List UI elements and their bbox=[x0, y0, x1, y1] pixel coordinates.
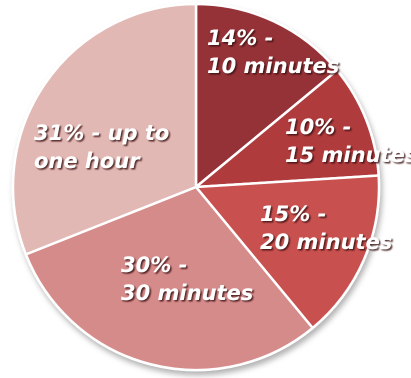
pie-slice-label-2: 10% - 15 minutes bbox=[285, 115, 411, 167]
pie-slice-label-3-line-2: 20 minutes bbox=[260, 230, 392, 254]
pie-slice-label-5-line-1: 31% - up to bbox=[34, 121, 169, 145]
pie-slice-5 bbox=[11, 2, 198, 256]
pie-slice-label-4-line-2: 30 minutes bbox=[121, 281, 253, 305]
pie-slice-1 bbox=[194, 2, 339, 189]
pie-slice-label-2-line-2: 15 minutes bbox=[285, 143, 411, 167]
pie-slice-label-5: 31% - up to one hour bbox=[34, 121, 169, 173]
pie-labels: 14% - 10 minutes 10% - 15 minutes 15% - 20 mi… bbox=[34, 26, 411, 305]
pie-slice-2 bbox=[194, 69, 380, 189]
pie-slice-3 bbox=[194, 174, 381, 330]
pie-slice-label-1-line-2: 10 minutes bbox=[207, 54, 339, 78]
pie-slice-label-4-line-1: 30% - bbox=[121, 253, 187, 277]
pie-slice-label-3-line-1: 15% - bbox=[260, 202, 326, 226]
pie-slice-4 bbox=[24, 185, 314, 372]
pie-slice-label-1-line-1: 14% - bbox=[207, 26, 273, 50]
pie-slices bbox=[11, 2, 381, 372]
pie-slice-label-1: 14% - 10 minutes bbox=[207, 26, 339, 78]
pie-slice-label-4: 30% - 30 minutes bbox=[121, 253, 253, 305]
pie-slice-label-5-line-2: one hour bbox=[34, 149, 141, 173]
pie-slice-label-3: 15% - 20 minutes bbox=[260, 202, 392, 254]
pie-slice-label-2-line-1: 10% - bbox=[285, 115, 351, 139]
